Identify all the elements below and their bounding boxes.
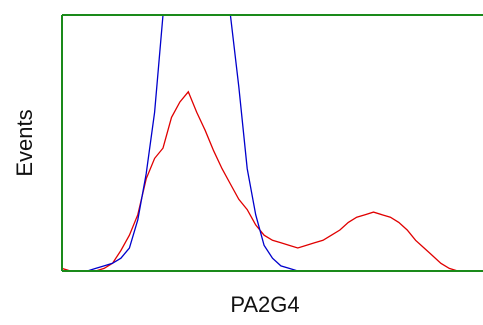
x-axis-label: PA2G4: [230, 292, 299, 317]
y-axis-label: Events: [12, 109, 37, 176]
plot-area: [62, 15, 483, 272]
axes: [61, 14, 483, 272]
series-line: [62, 15, 483, 272]
series-line: [62, 90, 483, 272]
